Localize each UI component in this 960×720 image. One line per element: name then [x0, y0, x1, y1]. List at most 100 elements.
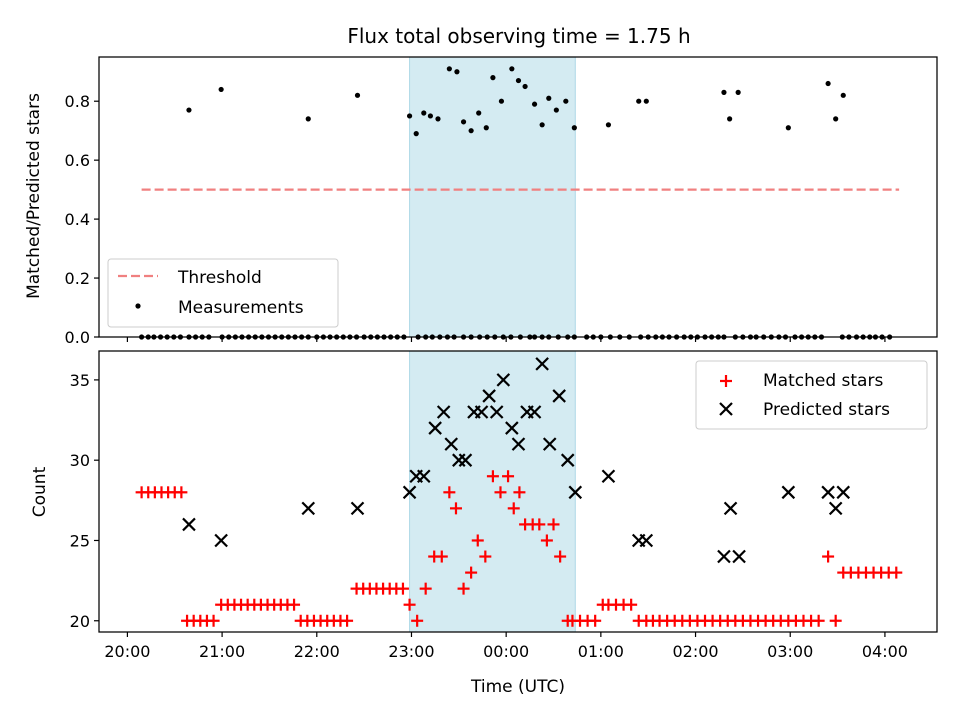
matched-star-point — [465, 566, 478, 579]
measurement-point — [785, 125, 791, 131]
matched-star-point — [540, 534, 553, 547]
measurement-point — [721, 89, 727, 95]
matched-star-point — [533, 518, 546, 531]
count-xtick-label: 03:00 — [767, 642, 813, 661]
predicted-star-point — [474, 405, 489, 419]
measurement-point — [446, 66, 452, 72]
count-ytick-label: 30 — [70, 451, 90, 470]
measurement-point — [522, 83, 528, 90]
measurement-point — [421, 110, 427, 116]
measurement-point — [460, 119, 467, 125]
predicted-star-point — [428, 421, 442, 435]
count-xtick-label: 00:00 — [483, 642, 529, 661]
matched-star-point — [396, 582, 409, 595]
matched-star-point — [822, 550, 835, 563]
matched-star-point — [419, 582, 432, 595]
predicted-star-point — [444, 437, 459, 451]
ratio-y-axis-label: Matched/Predicted stars — [24, 93, 44, 299]
matched-star-point — [471, 534, 484, 547]
measurement-point — [186, 107, 192, 113]
matched-star-point — [288, 598, 301, 611]
measurement-point — [468, 128, 474, 134]
matched-star-point — [547, 518, 560, 531]
ratio-axes-frame — [98, 56, 938, 338]
count-y-axis-label: Count — [30, 466, 50, 517]
count-x-axis-label: Time (UTC) — [470, 677, 565, 697]
matched-star-point — [625, 598, 638, 611]
predicted-star-point — [505, 421, 519, 435]
predicted-star-point — [436, 405, 451, 419]
matched-star-point — [449, 502, 462, 515]
predicted-star-point — [482, 389, 496, 403]
matched-star-point — [890, 566, 903, 579]
matched-star-point — [589, 614, 602, 627]
predicted-star-point — [458, 453, 473, 467]
predicted-star-point — [214, 533, 228, 548]
observing-window-band — [409, 56, 576, 338]
predicted-star-point — [527, 405, 542, 419]
count-xtick-label: 02:00 — [672, 642, 718, 661]
matched-star-point — [486, 470, 499, 483]
predicted-star-point — [560, 453, 575, 467]
measurement-point — [427, 113, 434, 119]
measurement-point — [406, 113, 413, 119]
matched-star-point — [403, 598, 416, 611]
measurement-point — [735, 89, 741, 95]
threshold-legend-label: Threshold — [177, 268, 262, 288]
predicted-star-point — [182, 517, 196, 532]
predicted-star-point — [542, 437, 557, 451]
measurement-point — [571, 125, 577, 131]
measurement-point — [539, 122, 545, 128]
count-ytick-label: 20 — [70, 612, 90, 631]
matched-star-point — [457, 582, 470, 595]
measurement-point — [727, 116, 733, 122]
matched-star-point — [513, 486, 526, 499]
measurement-point — [305, 116, 311, 122]
predicted-star-point — [535, 357, 549, 371]
count-panel: 20 25 30 35 20:00 21:00 22:00 23:00 00:00 01:00 0… — [30, 350, 938, 697]
predicted-star-point — [301, 501, 316, 516]
matched-star-point — [479, 550, 492, 563]
predicted-star-point — [601, 469, 616, 484]
count-ytick-label: 35 — [70, 371, 90, 390]
ratio-ytick-label: 0.2 — [65, 269, 90, 288]
measurements-legend-label: Measurements — [178, 298, 304, 318]
matched-legend-swatch — [720, 375, 732, 387]
count-xtick-label: 23:00 — [388, 642, 434, 661]
count-axes-frame — [98, 350, 938, 633]
predicted-star-point — [723, 501, 738, 516]
matched-star-point — [507, 502, 520, 515]
predicted-stars-points — [182, 357, 851, 564]
measurement-point — [454, 69, 460, 75]
measurement-point — [546, 95, 552, 101]
matched-star-point — [207, 614, 220, 627]
ratio-ytick-label: 0.6 — [65, 151, 90, 170]
matched-star-point — [494, 486, 507, 499]
predicted-star-point — [552, 389, 566, 403]
matched-star-point — [502, 470, 515, 483]
measurement-point — [636, 98, 642, 104]
predicted-star-point — [511, 437, 526, 451]
ratio-ytick-label: 0.4 — [65, 210, 90, 229]
predicted-star-point — [496, 373, 511, 387]
matched-star-point — [443, 486, 456, 499]
matched-stars-points — [135, 470, 903, 627]
matched-star-point — [829, 614, 842, 627]
measurement-point — [490, 75, 496, 81]
predicted-star-point — [717, 549, 731, 564]
matched-star-point — [435, 550, 448, 563]
matched-legend-label: Matched stars — [763, 371, 883, 391]
count-xtick-label: 01:00 — [578, 642, 624, 661]
measurement-point — [483, 125, 489, 131]
measurement-point — [643, 98, 649, 104]
measurement-point — [833, 116, 839, 122]
measurement-point — [825, 80, 831, 87]
predicted-star-point — [350, 501, 365, 516]
predicted-legend-swatch — [719, 402, 733, 416]
ratio-y-ticks: 0.0 0.2 0.4 0.6 0.8 — [65, 92, 99, 347]
matched-star-point — [175, 486, 188, 499]
chart-title: Flux total observing time = 1.75 h — [347, 24, 690, 48]
measurement-point — [218, 86, 224, 93]
count-legend-box — [695, 360, 928, 430]
measurement-point — [553, 107, 559, 113]
